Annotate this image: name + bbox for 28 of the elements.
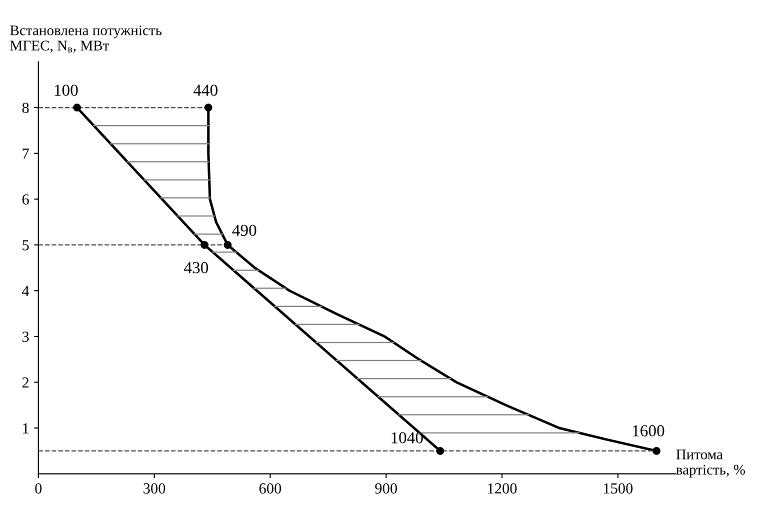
x-tick-label: 1500 [604,483,633,494]
point [204,104,212,112]
point [436,446,444,455]
point [200,240,208,249]
y-tick-label: 5 [22,240,29,250]
y-axis-title: Встановлена потужність МГЕС, N$_{в}$, МВт [10,26,162,53]
annotation: 440 [193,84,218,96]
annotation: 1040 [392,432,423,444]
x-tick-label: 900 [375,483,397,494]
annotation: 100 [54,84,78,96]
x-axis-title: Питома вартість, % [676,450,745,478]
point [73,104,81,112]
x-tick-label: 600 [259,483,282,494]
y-tick-label: 7 [22,148,29,159]
y-tick-label: 2 [22,377,29,388]
y-tick-label: 3 [22,332,29,342]
y-tick-label: 1 [23,423,28,434]
annotation: 1600 [632,425,664,436]
y-tick-label: 6 [22,194,29,205]
x-tick-label: 1200 [488,483,517,494]
point [224,240,232,249]
x-tick-label: 0 [35,483,42,494]
y-tick-label: 8 [22,102,29,114]
y-tick-label: 4 [22,286,30,296]
annotation: 490 [232,224,256,236]
x-tick-label: 300 [144,483,166,494]
point [652,446,660,455]
annotation: 430 [184,262,208,274]
